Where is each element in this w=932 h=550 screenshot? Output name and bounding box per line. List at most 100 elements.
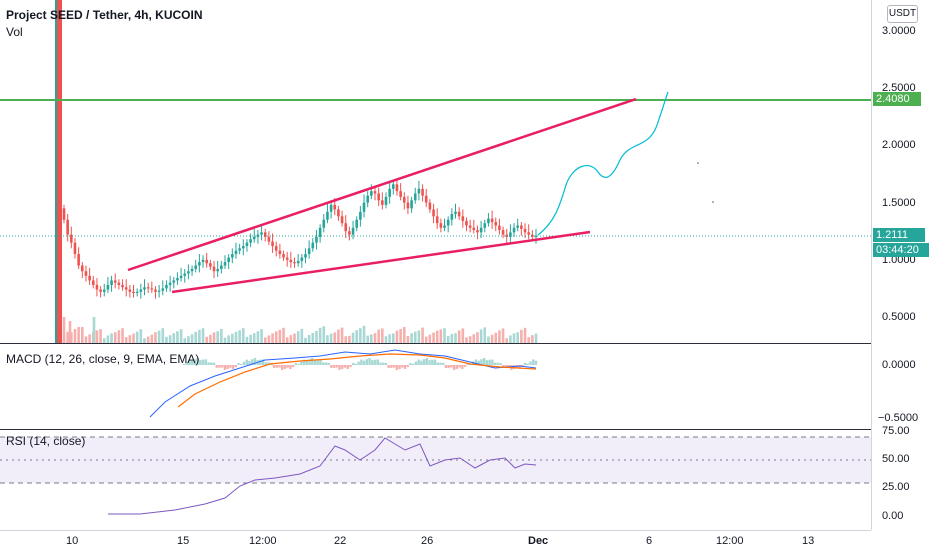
macd-histogram-bar	[447, 365, 450, 368]
macd-pane[interactable]: MACD (12, 26, close, 9, EMA, EMA)	[0, 344, 871, 429]
symbol-title[interactable]: Project SEED / Tether, 4h, KUCOIN	[6, 8, 203, 22]
macd-histogram	[182, 358, 538, 370]
price-chart-canvas[interactable]	[0, 0, 871, 343]
candle-body	[278, 250, 282, 255]
volume-bar	[370, 334, 373, 343]
macd-histogram-bar	[261, 359, 265, 365]
time-tick: 15	[177, 535, 190, 547]
macd-histogram-bar	[253, 358, 257, 365]
volume-bar	[216, 331, 219, 343]
candle-body	[249, 239, 252, 243]
volume-bar	[359, 328, 362, 343]
macd-histogram-bar	[291, 365, 295, 368]
candle-body	[315, 236, 318, 243]
price-axis[interactable]: 3.0000 2.5000 2.0000 1.5000 1.0000 0.500…	[871, 0, 932, 530]
time-axis[interactable]: 10 15 12:00 22 26 Dec 6 12:00 13	[0, 530, 871, 550]
volume-bar	[454, 333, 457, 343]
time-tick: 10	[66, 535, 79, 547]
volume-bar	[212, 332, 216, 343]
time-tick: 22	[334, 535, 347, 547]
macd-legend[interactable]: MACD (12, 26, close, 9, EMA, EMA)	[6, 352, 200, 366]
macd-histogram-bar	[518, 365, 521, 369]
volume-bar	[62, 317, 66, 343]
rsi-chart-canvas[interactable]	[0, 430, 871, 530]
candle-body	[282, 254, 285, 258]
volume-bar	[157, 330, 161, 343]
macd-histogram-bar	[504, 365, 508, 368]
candle-body	[205, 259, 208, 264]
volume-bar	[406, 336, 410, 343]
macd-histogram-bar	[360, 359, 363, 365]
volume-bar	[99, 329, 102, 343]
volume-bar	[252, 333, 256, 343]
candle-body	[102, 289, 106, 292]
rsi-line	[108, 437, 537, 515]
candle-body	[421, 188, 424, 196]
currency-button[interactable]: USDT	[887, 5, 918, 23]
candle-body	[241, 246, 245, 249]
candle-body	[293, 262, 296, 264]
volume-bar	[209, 334, 212, 343]
candle-body	[95, 284, 99, 290]
rsi-legend[interactable]: RSI (14, close)	[6, 434, 86, 448]
candle-body	[333, 204, 337, 210]
macd-tick: 0.0000	[882, 359, 916, 371]
macd-histogram-bar	[275, 365, 278, 368]
candle-body	[198, 262, 201, 266]
macd-histogram-bar	[242, 361, 246, 365]
candle-body	[238, 248, 241, 251]
macd-histogram-bar	[357, 361, 360, 365]
volume-bar	[201, 328, 205, 343]
price-pane[interactable]: Project SEED / Tether, 4h, KUCOIN Vol	[0, 0, 871, 343]
volume-bar	[501, 328, 505, 343]
candle-body	[318, 227, 322, 237]
candle-body	[121, 284, 124, 288]
volume-bar	[132, 333, 135, 343]
macd-histogram-bar	[267, 362, 270, 365]
volume-bar	[172, 333, 176, 343]
pane-separator[interactable]	[0, 429, 932, 430]
macd-histogram-bar	[529, 361, 532, 365]
volume-legend[interactable]: Vol	[6, 25, 23, 39]
candle-body	[337, 209, 340, 217]
candle-body	[498, 225, 501, 231]
volume-bar	[161, 328, 165, 343]
candle-body	[289, 259, 293, 263]
macd-histogram-bar	[210, 362, 213, 365]
candle-body	[439, 223, 443, 228]
volume-bar	[472, 334, 476, 343]
volume-bar	[110, 333, 113, 343]
macd-histogram-bar	[444, 365, 448, 369]
candle-body	[454, 211, 457, 215]
candle-body	[311, 242, 315, 249]
candle-body	[124, 287, 128, 290]
macd-histogram-bar	[428, 360, 431, 365]
macd-histogram-bar	[458, 365, 461, 368]
macd-histogram-bar	[289, 365, 292, 370]
volume-bar	[121, 328, 124, 343]
macd-signal-line	[177, 353, 537, 408]
candle-body	[220, 265, 223, 269]
candle-body	[428, 202, 432, 210]
volume-bar	[498, 330, 501, 343]
candle-body	[465, 220, 468, 226]
candle-body	[461, 216, 465, 221]
time-tick: 6	[646, 535, 653, 547]
volume-bar	[168, 335, 172, 343]
macd-histogram-bar	[401, 365, 404, 368]
pane-separator[interactable]	[0, 343, 932, 344]
macd-histogram-bar	[502, 365, 505, 369]
volume-bar	[384, 336, 388, 343]
macd-histogram-bar	[365, 359, 369, 365]
rsi-pane[interactable]: RSI (14, close)	[0, 430, 871, 530]
volume-bar	[381, 328, 384, 343]
macd-chart-canvas[interactable]	[0, 344, 871, 429]
volume-bar	[446, 336, 450, 343]
candle-body	[523, 228, 527, 233]
candle-body	[472, 227, 476, 231]
volume-bar	[344, 336, 348, 343]
candle-body	[223, 262, 227, 266]
candle-body	[150, 288, 154, 290]
candle-body	[245, 242, 249, 247]
